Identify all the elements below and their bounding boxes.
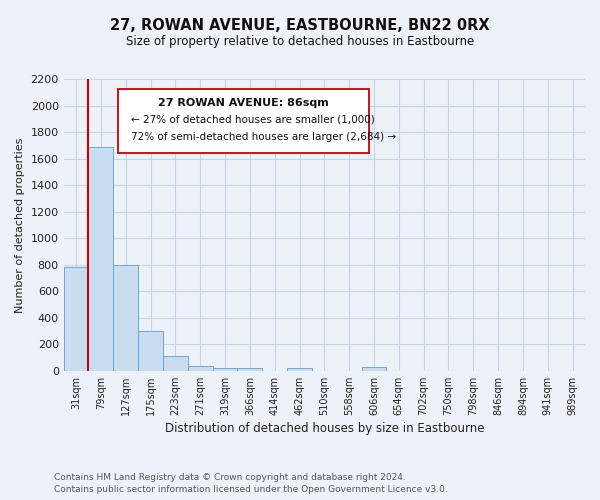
Text: 72% of semi-detached houses are larger (2,684) →: 72% of semi-detached houses are larger (… [131,132,397,141]
Text: Contains public sector information licensed under the Open Government Licence v3: Contains public sector information licen… [54,485,448,494]
Bar [238,368,262,371]
Bar [362,367,386,371]
Text: 27 ROWAN AVENUE: 86sqm: 27 ROWAN AVENUE: 86sqm [158,98,329,108]
Bar [113,264,138,371]
FancyBboxPatch shape [118,89,368,154]
Bar [212,368,238,371]
Bar [188,366,212,371]
Text: 27, ROWAN AVENUE, EASTBOURNE, BN22 0RX: 27, ROWAN AVENUE, EASTBOURNE, BN22 0RX [110,18,490,32]
Y-axis label: Number of detached properties: Number of detached properties [15,137,25,312]
Bar [163,356,188,371]
Text: ← 27% of detached houses are smaller (1,000): ← 27% of detached houses are smaller (1,… [131,114,375,124]
Bar [64,268,88,371]
Text: Contains HM Land Registry data © Crown copyright and database right 2024.: Contains HM Land Registry data © Crown c… [54,472,406,482]
Bar [287,368,312,371]
X-axis label: Distribution of detached houses by size in Eastbourne: Distribution of detached houses by size … [164,422,484,435]
Bar [138,331,163,371]
Text: Size of property relative to detached houses in Eastbourne: Size of property relative to detached ho… [126,35,474,48]
Bar [88,146,113,371]
